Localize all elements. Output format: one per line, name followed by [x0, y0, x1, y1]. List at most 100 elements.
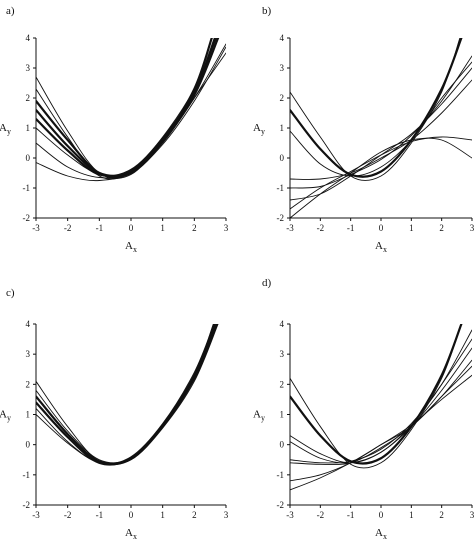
- series-line: [290, 329, 472, 464]
- x-tick-label: -1: [347, 223, 355, 233]
- y-tick-label: 1: [280, 123, 285, 133]
- series-line: [290, 38, 463, 178]
- y-tick-label: 2: [26, 93, 31, 103]
- x-axis-label: Ax: [125, 527, 137, 541]
- series-line: [36, 38, 217, 182]
- y-tick-label: -2: [277, 213, 285, 223]
- y-tick-label: 1: [280, 410, 285, 420]
- curves: [290, 324, 472, 491]
- x-tick-label: -2: [317, 223, 325, 233]
- series-line: [290, 79, 472, 180]
- curves: [36, 38, 226, 182]
- y-tick-label: -2: [23, 213, 31, 223]
- x-axis-label: Ax: [375, 527, 387, 541]
- x-tick-label: 0: [129, 223, 134, 233]
- series-line: [36, 324, 217, 464]
- x-tick-label: 3: [470, 510, 474, 520]
- series-line: [290, 324, 463, 465]
- y-tick-label: 0: [280, 153, 285, 163]
- y-tick-label: 3: [280, 349, 285, 359]
- x-tick-label: -3: [32, 510, 40, 520]
- x-tick-label: 3: [224, 223, 229, 233]
- panel-label: c): [6, 287, 15, 299]
- x-axis-label: Ax: [375, 240, 387, 254]
- y-tick-label: 4: [26, 33, 31, 43]
- y-tick-label: 4: [280, 319, 285, 329]
- series-line: [36, 324, 217, 465]
- y-tick-label: -1: [277, 470, 285, 480]
- y-tick-label: 3: [26, 349, 31, 359]
- x-tick-label: -2: [64, 223, 72, 233]
- panel-label: a): [6, 5, 15, 17]
- y-axis-label: Ay: [0, 122, 11, 136]
- series-line: [36, 324, 219, 466]
- curves: [290, 38, 472, 218]
- x-tick-label: -2: [64, 510, 72, 520]
- y-axis-label: Ay: [0, 409, 11, 423]
- series-line: [290, 324, 462, 469]
- x-tick-label: 0: [379, 510, 384, 520]
- x-tick-label: 1: [160, 510, 165, 520]
- series-line: [290, 67, 472, 201]
- y-axis-label: Ay: [253, 409, 265, 423]
- x-axis-label: Ax: [125, 240, 137, 254]
- series-line: [36, 324, 219, 466]
- panel-label: d): [262, 277, 272, 289]
- series-line: [36, 43, 226, 180]
- x-tick-label: -2: [317, 510, 325, 520]
- y-tick-label: 2: [280, 93, 285, 103]
- y-tick-label: -1: [277, 183, 285, 193]
- y-tick-label: -1: [23, 183, 31, 193]
- y-tick-label: 0: [26, 153, 31, 163]
- y-axis-label: Ay: [253, 122, 265, 136]
- panel-label: b): [262, 5, 272, 17]
- series-line: [290, 38, 461, 181]
- y-tick-label: 0: [26, 440, 31, 450]
- x-tick-label: 1: [409, 223, 414, 233]
- x-tick-label: -1: [347, 510, 355, 520]
- x-tick-label: 3: [224, 510, 229, 520]
- y-tick-label: 3: [280, 63, 285, 73]
- y-tick-label: 2: [26, 379, 31, 389]
- x-tick-label: -1: [96, 223, 104, 233]
- y-tick-label: -1: [23, 470, 31, 480]
- y-tick-label: 0: [280, 440, 285, 450]
- x-tick-label: 2: [439, 223, 444, 233]
- series-line: [290, 61, 472, 177]
- series-line: [36, 38, 217, 179]
- x-tick-label: 2: [192, 510, 197, 520]
- series-line: [36, 46, 226, 178]
- y-tick-label: -2: [277, 500, 285, 510]
- y-tick-label: 4: [280, 33, 285, 43]
- x-tick-label: 2: [192, 223, 197, 233]
- x-tick-label: 3: [470, 223, 474, 233]
- x-tick-label: 0: [379, 223, 384, 233]
- series-line: [290, 374, 472, 482]
- x-tick-label: 1: [160, 223, 165, 233]
- y-tick-label: 1: [26, 123, 31, 133]
- curves: [36, 324, 219, 466]
- y-tick-label: 3: [26, 63, 31, 73]
- x-tick-label: -1: [96, 510, 104, 520]
- series-line: [290, 137, 472, 218]
- x-tick-label: 2: [439, 510, 444, 520]
- x-tick-label: 1: [409, 510, 414, 520]
- series-line: [290, 55, 472, 189]
- y-tick-label: -2: [23, 500, 31, 510]
- x-tick-label: -3: [32, 223, 40, 233]
- series-line: [36, 324, 215, 465]
- x-tick-label: -3: [286, 510, 294, 520]
- y-tick-label: 4: [26, 319, 31, 329]
- y-tick-label: 1: [26, 410, 31, 420]
- series-line: [290, 347, 472, 464]
- series-line: [290, 365, 472, 491]
- series-line: [36, 52, 226, 179]
- series-line: [290, 136, 472, 210]
- x-tick-label: -3: [286, 223, 294, 233]
- y-tick-label: 2: [280, 379, 285, 389]
